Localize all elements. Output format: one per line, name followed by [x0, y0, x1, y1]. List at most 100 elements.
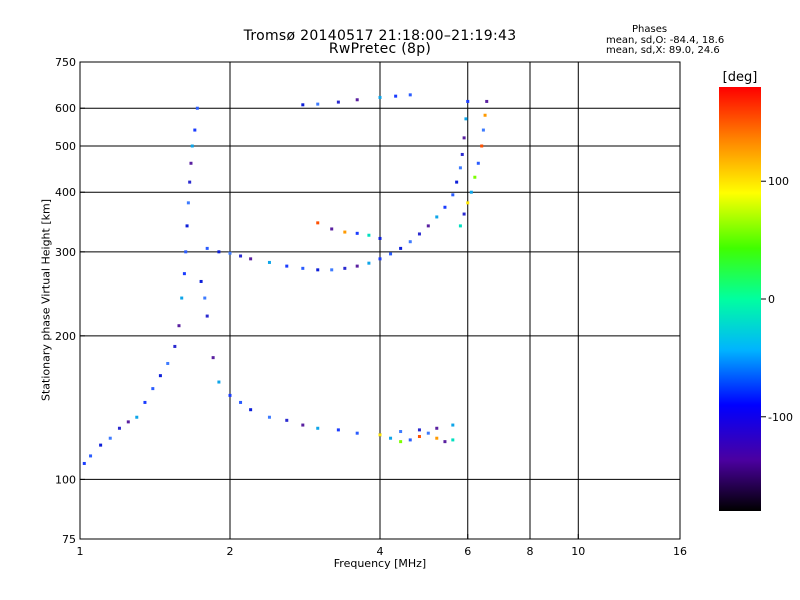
data-point — [389, 252, 393, 256]
data-points — [82, 93, 489, 465]
data-point — [343, 266, 347, 270]
y-tick-label: 75 — [62, 533, 76, 546]
data-point — [417, 428, 421, 432]
data-point — [316, 268, 320, 272]
data-point — [166, 361, 170, 365]
data-point — [343, 230, 347, 234]
colorbar-label: [deg] — [722, 70, 758, 85]
y-tick-label: 750 — [55, 56, 76, 69]
data-point — [355, 98, 359, 102]
data-point — [399, 430, 403, 434]
x-tick-label: 16 — [673, 545, 687, 558]
y-tick-label: 100 — [55, 473, 76, 486]
data-point — [173, 344, 177, 348]
data-point — [195, 106, 199, 110]
data-point — [476, 161, 480, 165]
data-point — [443, 440, 447, 444]
data-point — [301, 423, 305, 427]
data-point — [126, 420, 130, 424]
data-point — [316, 102, 320, 106]
data-point — [217, 250, 221, 254]
colorbar-tick-label: 100 — [768, 175, 789, 188]
data-point — [408, 93, 412, 97]
data-point — [330, 268, 334, 272]
colorbar-ticks: 100 0 -100 — [761, 175, 793, 424]
data-point — [330, 227, 334, 231]
data-point — [426, 431, 430, 435]
data-point — [239, 254, 243, 258]
data-point — [205, 314, 209, 318]
data-point — [336, 100, 340, 104]
y-tick-label: 300 — [55, 246, 76, 259]
data-point — [82, 461, 86, 465]
y-tick-label: 200 — [55, 330, 76, 343]
data-point — [336, 428, 340, 432]
colorbar — [719, 87, 761, 511]
data-point — [399, 440, 403, 444]
data-point — [451, 423, 455, 427]
data-point — [378, 236, 382, 240]
data-point — [186, 201, 190, 205]
x-tick-label: 6 — [464, 545, 471, 558]
data-point — [143, 400, 147, 404]
y-tick-label: 600 — [55, 102, 76, 115]
data-point — [190, 144, 194, 148]
data-point — [249, 408, 253, 412]
data-point — [469, 190, 473, 194]
y-tick-label: 400 — [55, 186, 76, 199]
data-point — [301, 266, 305, 270]
phase-stats-header: Phases — [632, 24, 668, 35]
data-point — [316, 221, 320, 225]
y-tick-label: 500 — [55, 140, 76, 153]
data-point — [451, 193, 455, 197]
data-point — [249, 257, 253, 261]
data-point — [378, 257, 382, 261]
data-point — [180, 296, 184, 300]
data-point — [135, 415, 139, 419]
data-point — [435, 436, 439, 440]
data-point — [189, 161, 193, 165]
x-tick-label: 10 — [571, 545, 585, 558]
data-point — [267, 415, 271, 419]
data-point — [211, 356, 215, 360]
data-point — [182, 272, 186, 276]
data-point — [464, 117, 468, 121]
data-point — [435, 426, 439, 430]
grid-lines — [80, 62, 680, 539]
x-tick-label: 2 — [227, 545, 234, 558]
data-point — [117, 426, 121, 430]
data-point — [417, 435, 421, 439]
data-point — [466, 99, 470, 103]
data-point — [483, 113, 487, 117]
data-point — [199, 279, 203, 283]
data-point — [301, 103, 305, 107]
data-point — [462, 212, 466, 216]
data-point — [355, 431, 359, 435]
data-point — [399, 246, 403, 250]
data-point — [108, 436, 112, 440]
data-point — [367, 233, 371, 237]
data-point — [480, 144, 484, 148]
data-point — [466, 201, 470, 205]
data-point — [158, 374, 162, 378]
data-point — [367, 261, 371, 265]
data-point — [426, 224, 430, 228]
x-axis-label: Frequency [MHz] — [333, 557, 427, 570]
data-point — [188, 180, 192, 184]
x-tick-label: 1 — [77, 545, 84, 558]
data-point — [285, 418, 289, 422]
data-point — [89, 454, 93, 458]
data-point — [417, 232, 421, 236]
colorbar-tick-label: 0 — [768, 293, 775, 306]
data-point — [185, 224, 189, 228]
data-point — [285, 264, 289, 268]
data-point — [458, 224, 462, 228]
data-point — [267, 260, 271, 264]
data-point — [355, 231, 359, 235]
data-point — [451, 438, 455, 442]
data-point — [408, 438, 412, 442]
data-point — [228, 393, 232, 397]
data-point — [462, 136, 466, 140]
data-point — [316, 426, 320, 430]
